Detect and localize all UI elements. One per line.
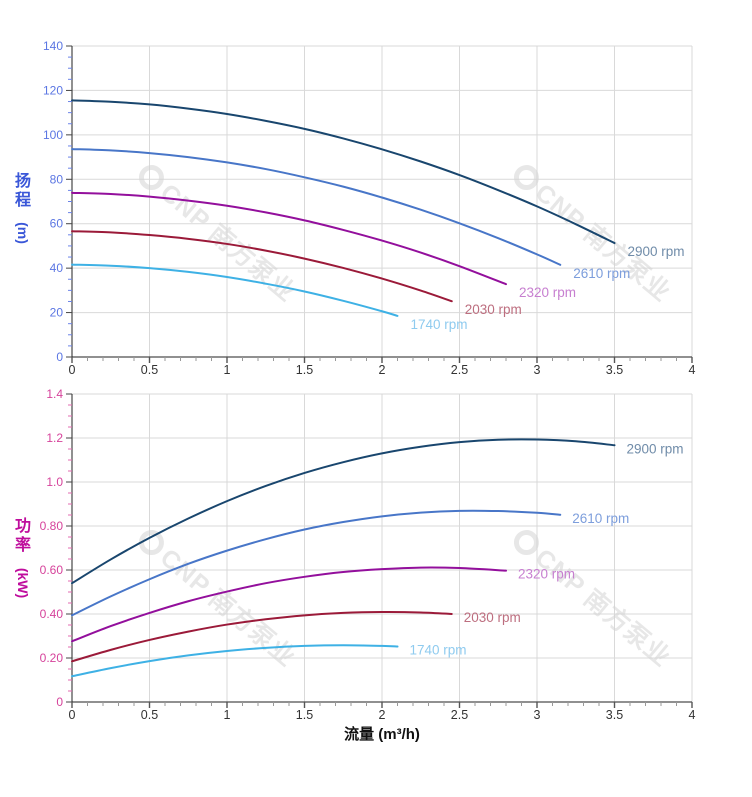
y-tick-label: 0.80	[40, 519, 64, 533]
watermark-text: CNP 南方泵业	[530, 543, 677, 673]
series-label-2030-rpm: 2030 rpm	[465, 302, 522, 317]
curve-2610-rpm	[71, 148, 562, 266]
x-tick-label: 0	[69, 363, 76, 377]
y-tick-label: 0	[56, 350, 63, 364]
x-tick-label: 0.5	[141, 708, 158, 722]
x-tick-label: 2	[379, 363, 386, 377]
watermark-logo-icon	[513, 165, 539, 191]
x-tick-label: 3	[534, 708, 541, 722]
curve-2900-rpm	[71, 99, 616, 245]
y-tick-label: 1.0	[46, 475, 63, 489]
y-tick-label: 120	[43, 83, 63, 97]
head-axis-unit: (m)	[15, 222, 31, 244]
y-tick-label: 0	[56, 695, 63, 709]
series-label-2610-rpm: 2610 rpm	[573, 266, 630, 281]
curve-2610-rpm	[71, 509, 562, 617]
series-label-1740-rpm: 1740 rpm	[411, 317, 468, 332]
y-tick-label: 140	[43, 39, 63, 53]
y-tick-label: 80	[50, 172, 64, 186]
x-tick-label: 2.5	[451, 708, 468, 722]
series-label-2610-rpm: 2610 rpm	[572, 511, 629, 526]
curve-1740-rpm	[71, 644, 399, 678]
power-axis-title: 功率	[14, 518, 31, 555]
x-tick-label: 3.5	[606, 708, 623, 722]
curve-2320-rpm	[71, 191, 507, 286]
x-tick-label: 0.5	[141, 363, 158, 377]
power-axis-unit: (kW)	[15, 567, 31, 599]
y-tick-label: 0.60	[40, 563, 64, 577]
y-tick-label: 100	[43, 128, 63, 142]
series-label-2900-rpm: 2900 rpm	[628, 244, 685, 259]
watermark: CNP 南方泵业	[138, 530, 302, 673]
watermark-text: CNP 南方泵业	[155, 178, 302, 308]
curve-2030-rpm	[71, 230, 453, 303]
series-label-2320-rpm: 2320 rpm	[519, 285, 576, 300]
curve-1740-rpm	[71, 263, 399, 317]
series-label-2320-rpm: 2320 rpm	[518, 567, 575, 582]
x-tick-label: 3	[534, 363, 541, 377]
x-tick-label: 2.5	[451, 363, 468, 377]
curve-2030-rpm	[71, 611, 453, 663]
watermark-logo-icon	[138, 530, 164, 556]
y-tick-label: 0.20	[40, 651, 64, 665]
y-tick-label: 40	[50, 261, 64, 275]
y-tick-label: 60	[50, 217, 64, 231]
series-label-2900-rpm: 2900 rpm	[627, 441, 684, 456]
watermark-text: CNP 南方泵业	[155, 543, 302, 673]
x-tick-label: 1.5	[296, 363, 313, 377]
watermark-logo-icon	[513, 530, 539, 556]
x-tick-label: 4	[689, 363, 696, 377]
x-tick-label: 4	[689, 708, 696, 722]
x-tick-label: 0	[69, 708, 76, 722]
head-axis-title: 扬程	[14, 173, 31, 210]
curve-2320-rpm	[71, 566, 507, 643]
flow-axis-title: 流量 (m³/h)	[344, 726, 420, 743]
watermark: CNP 南方泵业	[513, 530, 677, 673]
y-tick-label: 1.4	[46, 387, 63, 401]
curve-2900-rpm	[71, 438, 616, 585]
y-tick-label: 20	[50, 306, 64, 320]
x-tick-label: 1	[224, 708, 231, 722]
watermark-logo-icon	[138, 165, 164, 191]
series-label-2030-rpm: 2030 rpm	[464, 610, 521, 625]
x-tick-label: 1	[224, 363, 231, 377]
series-label-1740-rpm: 1740 rpm	[410, 643, 467, 658]
x-tick-label: 1.5	[296, 708, 313, 722]
y-tick-label: 0.40	[40, 607, 64, 621]
y-tick-label: 1.2	[46, 431, 63, 445]
x-tick-label: 2	[379, 708, 386, 722]
x-tick-label: 3.5	[606, 363, 623, 377]
